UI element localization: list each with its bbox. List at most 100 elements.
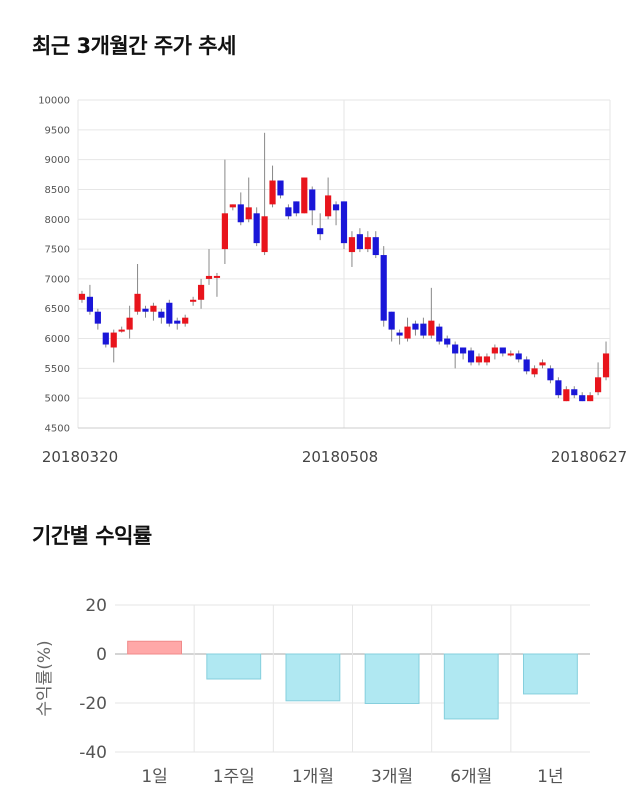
x-tick-label: 20180508 bbox=[302, 448, 378, 466]
candle-up-body bbox=[245, 207, 252, 220]
candle-down-body bbox=[420, 323, 427, 336]
x-tick-label: 20180320 bbox=[42, 448, 118, 466]
candle-down-body bbox=[277, 180, 284, 196]
candle-down-body bbox=[555, 380, 562, 396]
x-tick-label: 3개월 bbox=[371, 767, 413, 787]
y-tick-label: 10000 bbox=[38, 96, 70, 107]
candle-down-body bbox=[388, 311, 395, 330]
candle-up-body bbox=[190, 299, 197, 302]
candle-up-body bbox=[134, 293, 141, 312]
candle-up-body bbox=[118, 329, 125, 332]
candle-up-body bbox=[483, 356, 491, 363]
candle-down-body bbox=[412, 323, 419, 330]
y-tick-label: 9000 bbox=[45, 155, 70, 166]
candle-up-body bbox=[197, 284, 205, 300]
candlestick-chart: 4500 5000 5500 6000 6500 7000 7500 8000 8500 9000… bbox=[38, 96, 627, 467]
candle-down-body bbox=[317, 228, 324, 235]
candle-down-body bbox=[237, 204, 244, 223]
candle-up-body bbox=[475, 356, 483, 363]
y-tick-label: 8000 bbox=[45, 215, 70, 226]
candle-down-body bbox=[285, 207, 292, 217]
candle-down-body bbox=[158, 311, 165, 318]
candle-down-body bbox=[396, 332, 403, 336]
candle-up-body bbox=[539, 362, 546, 366]
return-bar bbox=[364, 653, 420, 704]
y-tick-label: 9500 bbox=[45, 125, 70, 136]
candle-down-body bbox=[579, 395, 586, 402]
candle-down-body bbox=[571, 389, 578, 396]
y-axis-label: 수익률(%) bbox=[35, 640, 55, 716]
candle-down-body bbox=[332, 204, 340, 211]
candle-down-body bbox=[253, 213, 260, 244]
candle-up-body bbox=[404, 326, 411, 339]
candle-down-body bbox=[436, 326, 443, 342]
y-tick-label: 6500 bbox=[45, 304, 70, 315]
y-tick-label: 7500 bbox=[45, 245, 70, 256]
candle-down-body bbox=[380, 255, 387, 321]
y-tick-label: 4500 bbox=[45, 424, 70, 435]
return-bar bbox=[443, 653, 499, 720]
x-tick-label: 1년 bbox=[537, 767, 563, 787]
candle-up-body bbox=[301, 177, 308, 214]
candle-up-body bbox=[587, 395, 594, 402]
y-tick-label: 0 bbox=[96, 645, 107, 665]
candle-up-body bbox=[213, 275, 221, 278]
candle-up-body bbox=[428, 320, 435, 336]
candle-up-body bbox=[269, 180, 276, 205]
returns-title: 기간별 수익률 bbox=[32, 524, 152, 548]
returns-bar-chart: 20 0 -20 -40 1일 1주일 1개월 3개월 6개월 1년 수익률(%) bbox=[35, 596, 590, 787]
candle-down-body bbox=[523, 359, 530, 372]
candle-down-body bbox=[460, 347, 467, 354]
candle-down-body bbox=[174, 320, 181, 324]
y-tick-label: 5500 bbox=[45, 364, 70, 375]
candle-up-body bbox=[78, 293, 86, 300]
candle-down-body bbox=[293, 201, 300, 214]
price-trend-title: 최근 3개월간 주가 추세 bbox=[32, 34, 236, 58]
candle-down-body bbox=[340, 201, 348, 244]
candle-down-body bbox=[444, 338, 451, 345]
candle-down-body bbox=[309, 189, 316, 211]
candle-down-body bbox=[515, 353, 522, 360]
candle-up-body bbox=[126, 317, 133, 330]
candle-up-body bbox=[261, 216, 268, 253]
candle-up-body bbox=[182, 317, 189, 324]
candle-down-body bbox=[452, 344, 459, 354]
y-tick-label: 7000 bbox=[45, 274, 70, 285]
y-tick-label: 8500 bbox=[45, 185, 70, 196]
candle-down-body bbox=[86, 296, 94, 312]
x-tick-label: 20180627 bbox=[551, 448, 627, 466]
candle-up-body bbox=[602, 353, 610, 378]
return-bar bbox=[285, 653, 341, 702]
candle-down-body bbox=[102, 332, 109, 345]
candle-up-body bbox=[110, 332, 117, 348]
candle-down-body bbox=[166, 302, 173, 324]
x-tick-label: 1주일 bbox=[213, 767, 255, 787]
candle-up-body bbox=[563, 389, 570, 402]
y-tick-label: 6000 bbox=[45, 334, 70, 345]
candle-up-body bbox=[205, 275, 213, 279]
candle-up-body bbox=[229, 204, 236, 208]
x-tick-label: 6개월 bbox=[450, 767, 492, 787]
x-tick-label: 1개월 bbox=[292, 767, 334, 787]
candle-up-body bbox=[491, 347, 498, 354]
candle-up-body bbox=[507, 353, 514, 356]
y-tick-label: -40 bbox=[79, 743, 107, 763]
candle-up-body bbox=[364, 237, 371, 250]
return-bar bbox=[206, 653, 262, 680]
return-bar bbox=[127, 640, 182, 655]
candle-down-body bbox=[499, 347, 506, 354]
candle-up-body bbox=[531, 368, 538, 375]
y-tick-label: -20 bbox=[79, 694, 107, 714]
return-bar bbox=[523, 653, 578, 695]
candle-down-body bbox=[142, 308, 149, 312]
y-tick-label: 5000 bbox=[45, 394, 70, 405]
candle-up-body bbox=[221, 213, 228, 250]
candle-down-body bbox=[94, 311, 101, 324]
candle-up-body bbox=[150, 305, 157, 312]
candle-down-body bbox=[547, 368, 554, 381]
candle-up-body bbox=[348, 237, 356, 253]
candle-down-body bbox=[372, 237, 379, 256]
x-tick-label: 1일 bbox=[141, 767, 167, 787]
candle-down-body bbox=[467, 350, 475, 363]
candle-up-body bbox=[325, 195, 332, 217]
